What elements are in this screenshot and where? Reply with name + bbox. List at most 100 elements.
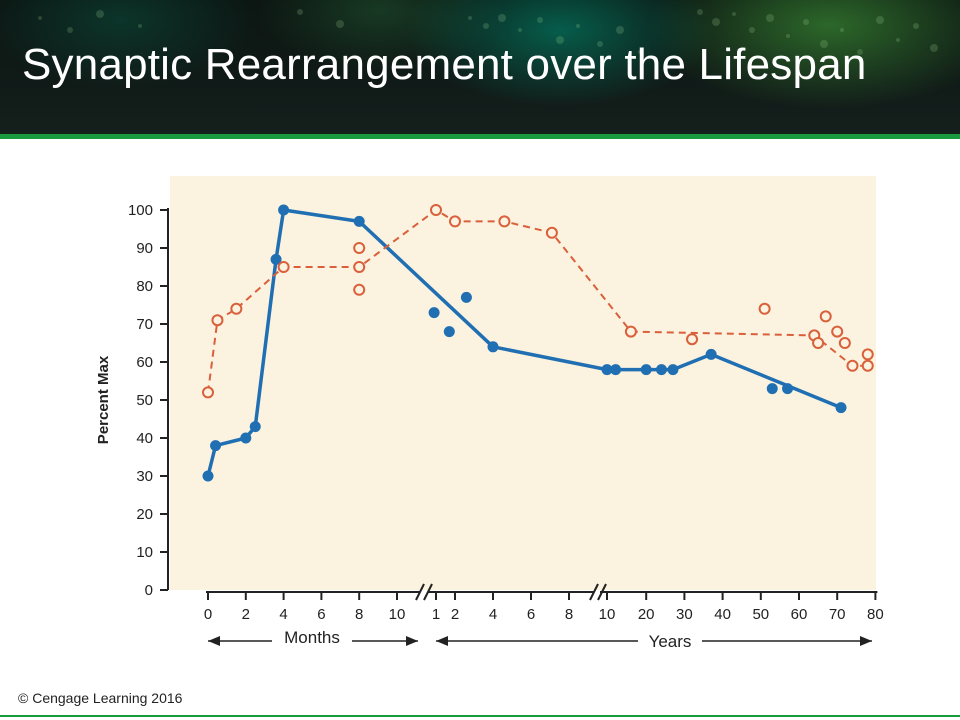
series-dashed-point [353,283,366,296]
years-label-bg [638,630,702,650]
series-dashed-point [812,337,825,349]
banner-dot [96,10,104,18]
banner-dot [930,44,938,52]
x-tick-label: 4 [279,606,287,623]
x-axis-break-mark [589,583,599,601]
banner-dot [38,16,42,20]
x-tick-label: 20 [638,606,655,623]
series-solid-point [428,307,440,319]
banner-dot [616,26,624,34]
y-tick-label: 10 [136,544,153,561]
x-tick-label: 80 [867,606,884,623]
banner-dot [803,19,809,25]
banner-dot [468,16,472,20]
x-tick-label: 0 [204,606,212,623]
x-tick-label: 8 [565,606,573,623]
series-solid-point [640,364,652,376]
series-dashed-point [353,261,366,273]
series-dashed-point [277,261,290,273]
banner-dot [913,23,919,29]
years-label: Years [649,632,692,651]
banner-dot [556,36,564,44]
banner-dot [840,28,844,32]
years-arrow-head-left [436,636,448,646]
series-dashed-point [353,242,366,254]
months-arrow-head-right [406,636,418,646]
x-tick-label: 70 [829,606,846,623]
x-tick-label: 2 [451,606,459,623]
x-tick-label: 10 [389,606,406,623]
months-label: Months [284,628,340,647]
months-label-bg [272,626,352,646]
x-axis-break-mark [423,583,433,601]
series-dashed-point [624,325,637,338]
y-tick-label: 20 [136,506,153,523]
series-solid-point [705,348,717,360]
series-solid-point [278,204,290,216]
series-solid-point [270,253,282,265]
y-tick-label: 50 [136,392,153,409]
banner-dot [498,14,506,22]
y-axis-label: Percent Max [95,355,112,444]
x-tick-label: 8 [355,606,363,623]
banner-dot [766,14,774,22]
banner-dot [786,34,790,38]
series-dashed-point [838,337,851,349]
series-solid-point [443,326,455,338]
x-tick-label: 6 [527,606,535,623]
banner-dot [537,17,543,23]
slide-title: Synaptic Rearrangement over the Lifespan [22,40,867,89]
y-tick-label: 0 [145,582,153,599]
x-tick-label: 10 [599,606,616,623]
series-dashed-point [846,359,859,372]
copyright-notice: © Cengage Learning 2016 [18,690,183,706]
banner-dot [138,24,142,28]
series-solid-point [460,291,472,303]
series-dashed-point [861,348,874,361]
banner-dot [749,27,755,33]
footer-rule [0,715,960,717]
series-dashed-point [545,226,558,239]
banner-dot [518,28,522,32]
banner-dot [712,18,720,26]
plot-background [170,176,876,590]
series-dashed-point [686,333,699,346]
y-tick-label: 70 [136,316,153,333]
series-solid-point [835,402,847,414]
banner-decoration [38,9,938,55]
series-dashed-point [861,359,874,372]
x-tick-label: 40 [714,606,731,623]
y-tick-label: 100 [128,202,153,219]
banner-dot [697,9,703,15]
series-solid-point [487,341,499,353]
series-solid-point [210,440,222,452]
series-solid-point [766,383,778,395]
series-dashed-point [819,310,832,323]
series-dashed-point [211,314,224,327]
y-tick-label: 80 [136,278,153,295]
banner-dot [876,16,884,24]
series-dashed-point [498,215,511,228]
y-tick-label: 30 [136,468,153,485]
banner-dot [732,12,736,16]
x-axis-break-mark [597,583,607,601]
x-tick-label: 2 [242,606,250,623]
banner-dot [483,23,489,29]
banner-dot [336,20,344,28]
series-dashed-point [449,215,461,228]
series-dashed-point [202,386,214,399]
series-solid-point [610,364,622,376]
banner-dot [896,38,900,42]
banner-dot [576,24,580,28]
banner-dot [67,27,73,33]
series-solid-point [240,432,252,444]
series-solid-point [601,364,613,376]
series-solid-point [353,215,365,227]
x-tick-label: 30 [676,606,693,623]
months-arrow-head-left [208,636,220,646]
series-solid-point [202,470,214,482]
y-tick-label: 60 [136,354,153,371]
series-solid-point [782,383,794,395]
banner-dot [638,50,642,54]
